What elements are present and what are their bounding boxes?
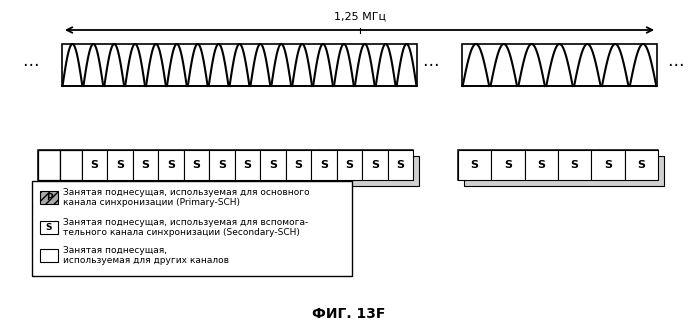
Bar xyxy=(184,150,209,180)
Bar xyxy=(159,150,184,180)
Bar xyxy=(32,181,352,276)
Bar xyxy=(311,150,337,180)
Text: S: S xyxy=(538,160,545,170)
Bar xyxy=(458,150,491,180)
Text: P: P xyxy=(45,193,52,202)
Bar xyxy=(337,150,362,180)
Text: ⋯: ⋯ xyxy=(667,56,684,74)
Text: S: S xyxy=(294,160,303,170)
Text: S: S xyxy=(218,160,226,170)
Bar xyxy=(464,156,664,186)
Text: ФИГ. 13F: ФИГ. 13F xyxy=(312,307,386,321)
Text: S: S xyxy=(116,160,124,170)
Bar xyxy=(108,150,133,180)
Text: Занятая поднесущая, используемая для основного
канала синхронизации (Primary-SCH: Занятая поднесущая, используемая для осн… xyxy=(63,188,310,207)
Text: Занятая поднесущая,
используемая для других каналов: Занятая поднесущая, используемая для дру… xyxy=(63,246,229,265)
Bar xyxy=(625,150,658,180)
Text: ⋯: ⋯ xyxy=(22,56,38,74)
Bar xyxy=(38,150,413,180)
Text: S: S xyxy=(504,160,512,170)
Bar xyxy=(235,150,260,180)
Text: S: S xyxy=(370,160,379,170)
Bar xyxy=(40,249,58,262)
Text: S: S xyxy=(470,160,479,170)
Bar xyxy=(525,150,558,180)
Bar xyxy=(458,150,658,180)
Text: S: S xyxy=(396,160,404,170)
Bar xyxy=(40,191,58,204)
Text: 1,25 МГц: 1,25 МГц xyxy=(333,12,386,22)
Text: S: S xyxy=(167,160,175,170)
Text: S: S xyxy=(637,160,645,170)
Bar xyxy=(462,44,657,86)
Bar xyxy=(209,150,235,180)
Bar xyxy=(260,150,286,180)
Bar xyxy=(82,150,413,159)
Text: S: S xyxy=(320,160,328,170)
Bar xyxy=(362,150,387,180)
Text: S: S xyxy=(91,160,99,170)
Bar xyxy=(60,150,82,180)
Text: S: S xyxy=(604,160,612,170)
Text: ⋯: ⋯ xyxy=(421,56,438,74)
Bar xyxy=(38,150,60,180)
Text: S: S xyxy=(142,160,150,170)
Bar xyxy=(387,150,413,180)
Bar xyxy=(458,150,658,159)
Text: S: S xyxy=(570,160,579,170)
Text: S: S xyxy=(269,160,277,170)
Bar xyxy=(133,150,159,180)
Bar xyxy=(591,150,625,180)
Text: S: S xyxy=(243,160,252,170)
Bar xyxy=(40,221,58,234)
Bar xyxy=(491,150,525,180)
Bar xyxy=(44,156,419,186)
Bar xyxy=(82,150,108,180)
Text: S: S xyxy=(45,223,52,232)
Text: Занятая поднесущая, используемая для вспомога-
тельного канала синхронизации (Se: Занятая поднесущая, используемая для всп… xyxy=(63,218,308,237)
Bar xyxy=(558,150,591,180)
Bar xyxy=(286,150,311,180)
Bar xyxy=(62,44,417,86)
Text: S: S xyxy=(193,160,201,170)
Text: S: S xyxy=(345,160,354,170)
